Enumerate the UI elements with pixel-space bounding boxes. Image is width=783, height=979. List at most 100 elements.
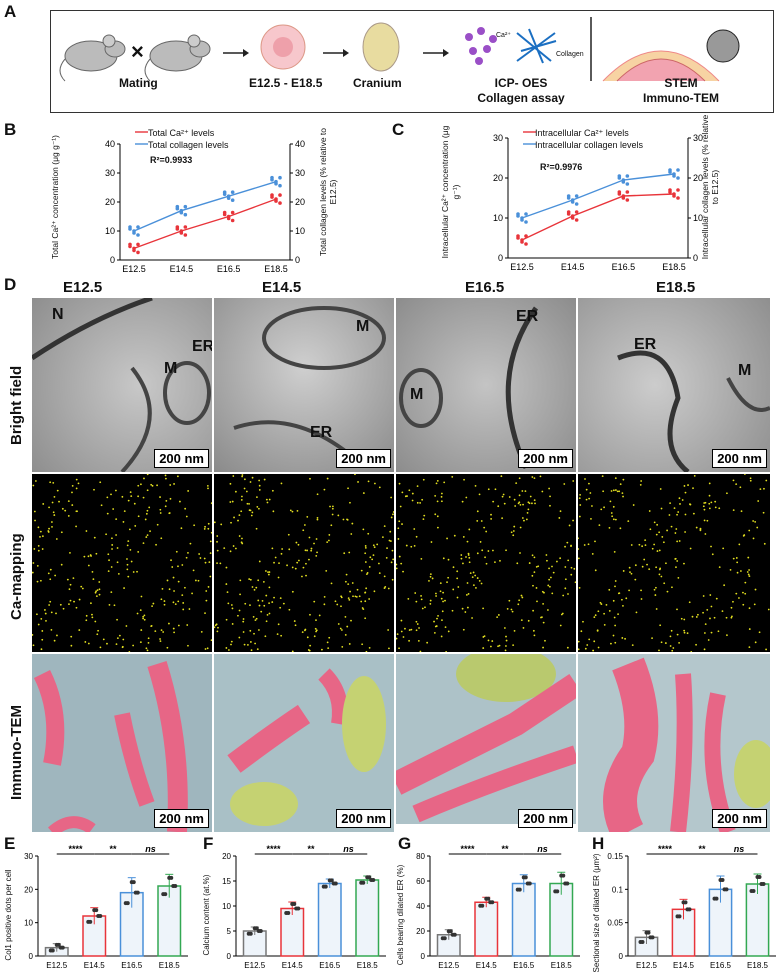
ca-signal-dot (508, 496, 511, 498)
ca-signal-dot (49, 578, 52, 581)
ca-signal-dot (163, 600, 166, 602)
ca-signal-dot (256, 496, 258, 499)
ca-signal-dot (250, 649, 253, 652)
tick-label: 10 (105, 226, 115, 236)
tick-label: 30 (295, 168, 305, 178)
ca-signal-dot (658, 568, 661, 571)
ca-signal-dot (94, 591, 97, 594)
ca-signal-dot (277, 576, 280, 579)
ca-signal-dot (400, 619, 403, 622)
data-point (361, 880, 366, 885)
chart-c: 0 10 20 30 0 10 20 30 E12.5 E14.5 E16.5 E18.5 (493, 131, 703, 272)
ca-signal-dot (176, 475, 179, 478)
ca-signal-dot (214, 626, 216, 629)
ca-signal-dot (367, 480, 370, 483)
mitochondria-label: M (164, 360, 178, 377)
ca-signal-dot (578, 537, 579, 540)
ca-signal-dot (661, 536, 664, 538)
ca-signal-dot (249, 481, 252, 483)
x-tick-label: E18.5 (747, 961, 768, 970)
ca-signal-dot (474, 484, 477, 487)
ca-signal-dot (482, 647, 485, 649)
tick-label: 10 (24, 919, 33, 928)
ca-signal-dot (417, 639, 420, 642)
data-point (222, 192, 227, 196)
ca-signal-dot (344, 615, 347, 618)
ca-signal-dot (400, 562, 403, 565)
ca-signal-dot (533, 634, 536, 637)
ca-signal-dot (133, 502, 136, 505)
data-point (169, 875, 174, 880)
ca-signal-dot (485, 562, 488, 565)
ca-signal-dot (357, 481, 359, 483)
tick-label: 10 (295, 226, 305, 236)
ca-signal-dot (444, 626, 447, 629)
ca-signal-dot (127, 540, 130, 543)
ca-signal-dot (387, 629, 390, 631)
bar (511, 882, 536, 957)
ca-signal-dot (358, 595, 361, 598)
data-point (323, 884, 328, 889)
ca-signal-dot (51, 525, 53, 528)
ca-signal-dot (364, 617, 367, 620)
data-point (621, 196, 626, 200)
ca-signal-dot (344, 580, 347, 583)
ca-signal-dot (592, 649, 595, 652)
x-tick-label: E16.5 (710, 961, 731, 970)
em-image-bright-e165: ER M 200 nm (396, 298, 576, 472)
arrow-icon (323, 49, 349, 57)
ca-signal-dot (48, 506, 50, 509)
ca-signal-dot (96, 633, 99, 636)
ca-signal-dot (513, 525, 516, 528)
ca-signal-dot (142, 542, 145, 545)
ca-signal-dot (91, 613, 93, 616)
ca-signal-dot (445, 650, 448, 652)
ca-signal-dot (529, 495, 532, 498)
data-point (278, 201, 282, 205)
ca-signal-dot (137, 484, 140, 487)
panel-label-d: D (4, 275, 17, 294)
ca-signal-dot (265, 498, 268, 501)
ca-signal-dot (660, 641, 663, 644)
ca-signal-dot (78, 598, 81, 601)
ca-signal-dot (108, 603, 111, 606)
data-point (128, 227, 132, 231)
em-image-bright-e145: M ER 200 nm (214, 298, 394, 472)
data-point (566, 196, 571, 200)
ca-signal-dot (54, 574, 57, 577)
ca-signal-dot (671, 649, 674, 652)
ca-signal-dot (663, 582, 666, 585)
ca-signal-dot (625, 597, 628, 600)
ca-signal-dot (239, 593, 241, 596)
ca-signal-dot (640, 480, 643, 482)
ca-signal-dot (316, 518, 319, 521)
ca-signal-dot (84, 641, 87, 643)
ca-signal-dot (520, 619, 523, 622)
ca-signal-dot (56, 634, 58, 637)
mitochondria-label: M (738, 362, 752, 379)
ca-signal-dot (447, 576, 450, 579)
data-point (676, 176, 680, 180)
data-point (640, 940, 645, 944)
ca-signal-dot (256, 505, 259, 508)
ca-signal-dot (593, 616, 596, 619)
ca-signal-dot (73, 600, 75, 603)
ca-signal-dot (591, 505, 593, 507)
ca-signal-dot (603, 623, 606, 626)
ca-signal-dot (710, 605, 713, 608)
data-point (555, 889, 560, 894)
ca-signal-dot (590, 517, 592, 520)
x-tick-label: E18.5 (551, 961, 572, 970)
data-point (524, 234, 528, 238)
ca-signal-dot (731, 615, 733, 618)
ca-signal-dot (364, 552, 367, 555)
ca-signal-dot (714, 506, 717, 509)
tick-label: 0 (110, 255, 115, 265)
data-point (135, 890, 140, 895)
ca-signal-dot (314, 627, 317, 630)
ca-signal-dot (421, 607, 424, 610)
ca-signal-dot (169, 497, 172, 500)
ca-signal-dot (117, 572, 120, 575)
ca-signal-dot (253, 632, 255, 635)
ca-signal-dot (56, 489, 59, 492)
